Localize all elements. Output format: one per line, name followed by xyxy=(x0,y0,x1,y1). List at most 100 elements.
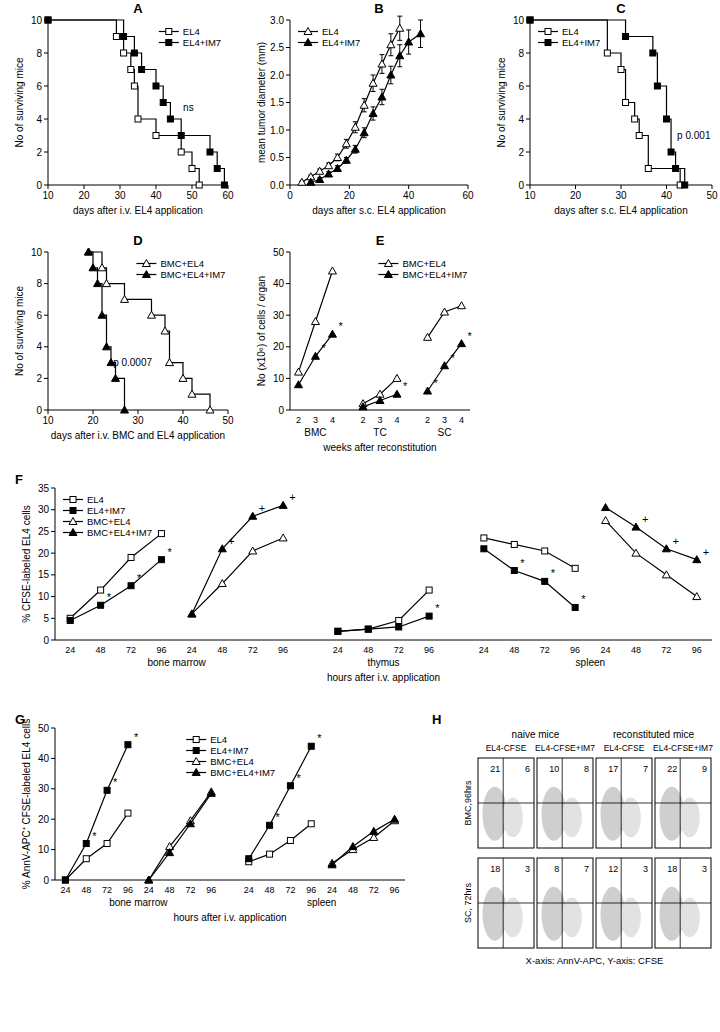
x-axis xyxy=(290,185,468,186)
y-tick-label: 50 xyxy=(273,247,285,258)
data-point xyxy=(121,406,129,413)
y-tick xyxy=(286,252,290,253)
series-line xyxy=(70,534,161,619)
y-tick-label: 10 xyxy=(31,15,43,26)
data-point xyxy=(145,876,153,883)
quadrant-percent: 12 xyxy=(608,864,618,874)
legend-marker xyxy=(384,260,392,267)
x-tick xyxy=(349,185,350,189)
group-label: BMC xyxy=(304,427,326,438)
legend-label: BMC+EL4 xyxy=(160,258,204,269)
y-tick xyxy=(286,185,290,186)
significance-mark: * xyxy=(137,572,142,584)
x-axis xyxy=(290,410,470,411)
y-axis-title: mean tumor diameter (mm) xyxy=(256,42,267,163)
y-tick-label: 8 xyxy=(36,48,42,59)
data-point xyxy=(125,810,131,816)
annotation: ns xyxy=(183,102,194,113)
legend-label: BMC+EL4+IM7 xyxy=(210,767,275,778)
chart-panel: B0.00.51.01.52.02.53.00204060days after … xyxy=(256,1,474,216)
chart-panel: D02468101020304050days after i.v. BMC an… xyxy=(14,233,234,441)
x-tick xyxy=(468,185,469,189)
category-label: 24 xyxy=(333,645,343,655)
data-point xyxy=(693,556,701,563)
dot-plot: 216 xyxy=(478,758,534,848)
row-label: BMC,96hrs xyxy=(463,780,473,826)
legend-marker xyxy=(192,758,200,765)
y-tick-label: 2.5 xyxy=(270,42,284,53)
data-point xyxy=(98,264,106,271)
y-axis-title: No of surviving mice xyxy=(14,57,25,147)
column-header: EL4-CFSE xyxy=(604,743,645,753)
y-tick-label: 4 xyxy=(518,114,524,125)
x-tick-label: 20 xyxy=(344,190,356,201)
x-axis xyxy=(55,880,405,881)
y-tick-label: 6 xyxy=(36,310,42,321)
category-label: 96 xyxy=(206,885,216,895)
y-tick-label: 8 xyxy=(36,278,42,289)
data-point xyxy=(112,374,120,381)
data-point xyxy=(221,182,227,188)
series-line xyxy=(149,792,212,880)
y-tick-label: 10 xyxy=(38,844,50,855)
legend-label: BMC+EL4 xyxy=(402,258,446,269)
quadrant-percent: 7 xyxy=(643,764,648,774)
plot-area xyxy=(298,16,425,185)
category-label: 72 xyxy=(661,645,671,655)
data-point xyxy=(307,178,315,185)
y-tick-label: 4 xyxy=(36,114,42,125)
significance-mark: * xyxy=(451,352,456,364)
legend: BMC+EL4BMC+EL4+IM7 xyxy=(136,258,225,280)
survival-line xyxy=(48,20,199,185)
legend-label: EL4+IM7 xyxy=(562,37,600,48)
category-label: 72 xyxy=(369,885,379,895)
quadrant-percent: 17 xyxy=(608,764,618,774)
panel-label: A xyxy=(133,1,143,16)
data-point xyxy=(62,877,68,883)
data-point xyxy=(98,587,104,593)
category-label: 48 xyxy=(165,885,175,895)
data-point xyxy=(139,67,145,73)
data-point xyxy=(396,624,402,630)
data-point xyxy=(83,856,89,862)
data-point xyxy=(378,60,386,67)
data-point xyxy=(166,359,174,366)
significance-mark: + xyxy=(228,535,234,547)
y-tick xyxy=(44,119,48,120)
y-tick xyxy=(51,758,55,759)
y-tick xyxy=(51,531,55,532)
survival-line xyxy=(89,252,125,410)
x-tick-label: 20 xyxy=(78,190,90,201)
significance-mark: * xyxy=(317,732,322,744)
significance-mark: + xyxy=(703,546,709,558)
data-point xyxy=(246,856,252,862)
chart-panel: G010203040502448729624487296244872962448… xyxy=(15,712,405,923)
y-tick-label: 6 xyxy=(36,81,42,92)
category-label: 2 xyxy=(425,415,430,425)
series-line xyxy=(65,745,128,880)
legend-marker xyxy=(193,748,199,754)
y-tick xyxy=(286,378,290,379)
dot-plot: 123 xyxy=(596,858,652,948)
data-point xyxy=(623,100,629,106)
y-tick-label: 6 xyxy=(518,81,524,92)
chart-panel: E01020304050234234234BMCTCSCweeks after … xyxy=(256,233,473,453)
y-tick-label: 10 xyxy=(38,591,50,602)
category-label: 48 xyxy=(96,645,106,655)
data-point xyxy=(369,110,377,117)
legend-label: BMC+EL4 xyxy=(87,516,131,527)
category-label: 24 xyxy=(60,885,70,895)
category-label: 72 xyxy=(102,885,112,895)
data-point xyxy=(287,783,293,789)
data-point xyxy=(636,133,642,139)
y-tick-label: 1.5 xyxy=(270,97,284,108)
significance-mark: * xyxy=(92,830,97,842)
dot-plot: 229 xyxy=(655,758,711,848)
quadrant-line xyxy=(596,903,652,904)
x-axis-title: days after i.v. BMC and EL4 application xyxy=(51,430,225,441)
y-tick-label: 0 xyxy=(518,180,524,191)
significance-mark: * xyxy=(581,593,586,605)
y-tick-label: 0 xyxy=(278,405,284,416)
quadrant-line xyxy=(537,903,593,904)
legend-label: EL4 xyxy=(322,26,339,37)
